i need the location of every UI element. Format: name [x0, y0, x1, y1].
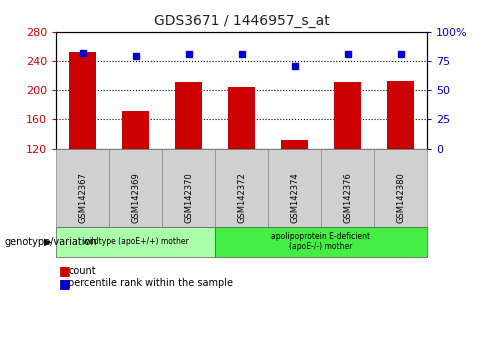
Title: GDS3671 / 1446957_s_at: GDS3671 / 1446957_s_at [154, 14, 329, 28]
Text: percentile rank within the sample: percentile rank within the sample [68, 278, 233, 288]
Bar [175, 82, 202, 149]
Bar [69, 52, 96, 149]
Text: GSM142369: GSM142369 [131, 172, 140, 223]
Text: count: count [68, 266, 96, 276]
Bar [281, 140, 308, 149]
Text: GSM142380: GSM142380 [396, 172, 405, 223]
Text: genotype/variation: genotype/variation [5, 236, 98, 247]
Text: GSM142374: GSM142374 [290, 172, 299, 223]
Text: GSM142367: GSM142367 [78, 172, 87, 223]
Bar [122, 111, 149, 149]
Text: ■: ■ [59, 277, 70, 290]
Text: GSM142372: GSM142372 [237, 172, 246, 223]
Text: apolipoprotein E-deficient
(apoE-/-) mother: apolipoprotein E-deficient (apoE-/-) mot… [271, 232, 370, 251]
Text: wildtype (apoE+/+) mother: wildtype (apoE+/+) mother [83, 237, 188, 246]
Bar [228, 87, 255, 149]
Bar [334, 81, 361, 149]
Text: GSM142376: GSM142376 [343, 172, 352, 223]
Text: GSM142370: GSM142370 [184, 172, 193, 223]
Text: ■: ■ [59, 264, 70, 277]
Bar [387, 81, 414, 149]
Text: ▶: ▶ [44, 236, 51, 247]
